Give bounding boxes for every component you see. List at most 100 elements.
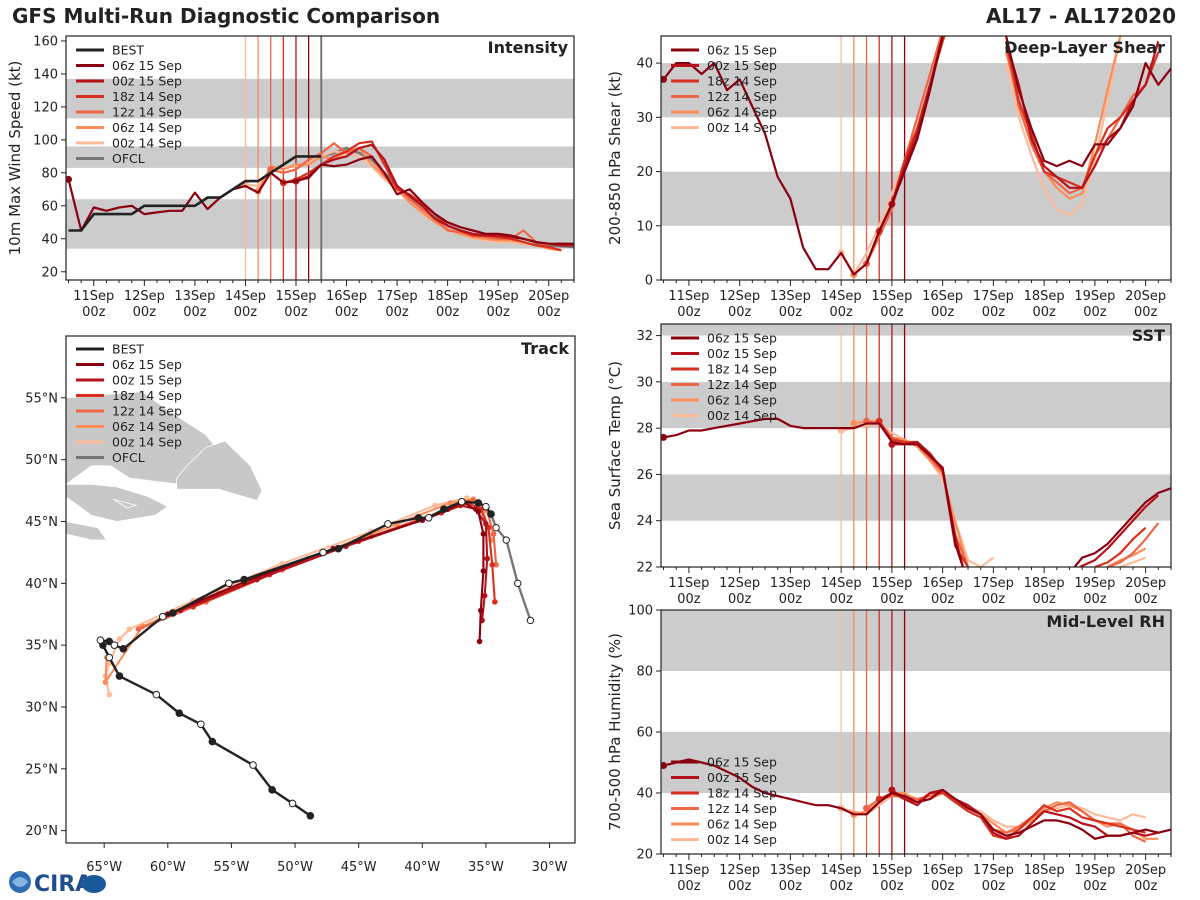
x-tick-sublabel: 00z [1134, 592, 1158, 607]
y-tick-label: 40 [41, 232, 58, 247]
threshold-band [661, 171, 1171, 226]
x-tick-label: 13Sep [770, 576, 811, 591]
y-tick-label: 100 [33, 133, 58, 148]
x-tick-label: 13Sep [770, 289, 811, 304]
legend-label: OFCL [112, 151, 145, 166]
best-track-point [288, 799, 297, 808]
x-tick-label: 18Sep [1024, 863, 1065, 878]
y-tick-label: 0 [645, 274, 653, 289]
best-track-point [175, 709, 184, 717]
legend-label: 12z 14 Sep [707, 89, 777, 104]
run-track-point [478, 607, 484, 614]
plot-frame [660, 323, 1172, 568]
best-track-point [384, 520, 392, 528]
x-tick-label: 12Sep [124, 289, 165, 304]
series-line [67, 155, 574, 245]
best-track-point [249, 761, 257, 769]
x-tick-sublabel: 00z [486, 305, 510, 320]
series-start-marker [661, 762, 668, 770]
figure-title: GFS Multi-Run Diagnostic Comparison [12, 4, 441, 28]
threshold-band [661, 381, 1171, 429]
series-line [663, 758, 1171, 840]
y-tick-label: 26 [636, 468, 653, 483]
x-tick-label: 12Sep [719, 863, 760, 878]
legend-label: 00z 14 Sep [112, 435, 182, 450]
legend-label: 06z 15 Sep [112, 357, 182, 372]
y-tick-label: 28 [636, 422, 653, 437]
y-tick-label: 20°N [25, 824, 58, 839]
y-axis-label: 10m Max Wind Speed (kt) [6, 61, 24, 256]
legend-label: 00z 14 Sep [112, 136, 182, 151]
plot-area [661, 324, 1171, 567]
x-tick-label: 17Sep [973, 863, 1014, 878]
x-tick-sublabel: 00z [931, 305, 955, 320]
run-track-point [480, 568, 487, 574]
x-tick-sublabel: 00z [82, 305, 106, 320]
land-mass [66, 521, 108, 541]
x-tick-label: 60°W [150, 860, 186, 875]
series-start-marker [661, 75, 668, 83]
run-track-point [126, 626, 133, 632]
x-tick-sublabel: 00z [829, 592, 853, 607]
x-tick-sublabel: 00z [982, 879, 1006, 894]
best-track-point [96, 636, 105, 645]
plot-frame [65, 35, 575, 281]
series-start-marker [850, 420, 858, 428]
best-track-point [457, 497, 466, 506]
best-track-point [110, 641, 119, 649]
legend-label: 12z 14 Sep [707, 801, 777, 816]
x-tick-label: 13Sep [770, 863, 811, 878]
best-track-point [268, 786, 276, 794]
best-track-point [169, 609, 177, 617]
best-track-point [225, 579, 233, 588]
y-tick-label: 25°N [25, 762, 58, 777]
best-track-point [334, 544, 343, 553]
x-tick-label: 19Sep [1074, 289, 1115, 304]
x-tick-label: 50°W [277, 860, 313, 875]
x-tick-label: 14Sep [821, 863, 862, 878]
series-start-marker [888, 786, 896, 794]
threshold-band [661, 324, 1171, 336]
x-tick-sublabel: 00z [728, 305, 752, 320]
x-tick-sublabel: 00z [1134, 305, 1158, 320]
track-map: 20°N 25°N 30°N 35°N 40°N 45°N 50°N 55°N 65°W 60°W… [25, 335, 576, 875]
best-track-point [115, 672, 124, 680]
x-tick-sublabel: 00z [335, 305, 359, 320]
run-track [167, 500, 485, 642]
best-track-point [319, 548, 327, 557]
x-tick-sublabel: 00z [779, 879, 803, 894]
y-tick-label: 30 [636, 111, 653, 126]
x-tick-sublabel: 00z [677, 879, 701, 894]
y-tick-label: 120 [33, 100, 58, 115]
legend-label: 00z 14 Sep [707, 832, 777, 847]
best-line [68, 155, 322, 232]
y-tick-label: 32 [636, 329, 653, 344]
x-tick-sublabel: 00z [1032, 305, 1056, 320]
best-track-point [487, 510, 495, 518]
y-axis-label: 700-500 hPa Humidity (%) [606, 633, 624, 831]
x-tick-label: 35°W [468, 860, 504, 875]
y-tick-label: 80 [636, 665, 653, 680]
legend-label: 06z 15 Sep [707, 331, 777, 346]
legend-label: 00z 15 Sep [112, 373, 182, 388]
legend-label: 00z 15 Sep [112, 74, 182, 89]
x-tick-sublabel: 00z [133, 305, 157, 320]
panel-title: Intensity [488, 38, 569, 57]
best-track-point [208, 737, 217, 746]
y-tick-label: 24 [636, 514, 653, 529]
legend-label: 00z 15 Sep [707, 770, 777, 785]
y-axis-label: Sea Surface Temp (°C) [606, 361, 624, 530]
best-track-point [474, 499, 483, 507]
legend-label: 18z 14 Sep [112, 388, 182, 403]
run-track-point [116, 636, 123, 642]
x-tick-sublabel: 00z [880, 592, 904, 607]
x-tick-label: 30°W [532, 860, 568, 875]
y-tick-label: 45°N [25, 515, 58, 530]
x-tick-label: 19Sep [478, 289, 519, 304]
x-tick-sublabel: 00z [1134, 879, 1158, 894]
legend-label: 06z 15 Sep [707, 43, 777, 58]
land-mass [176, 440, 263, 501]
run-track-point [106, 691, 113, 698]
threshold-band [661, 63, 1171, 118]
x-tick-sublabel: 00z [982, 305, 1006, 320]
